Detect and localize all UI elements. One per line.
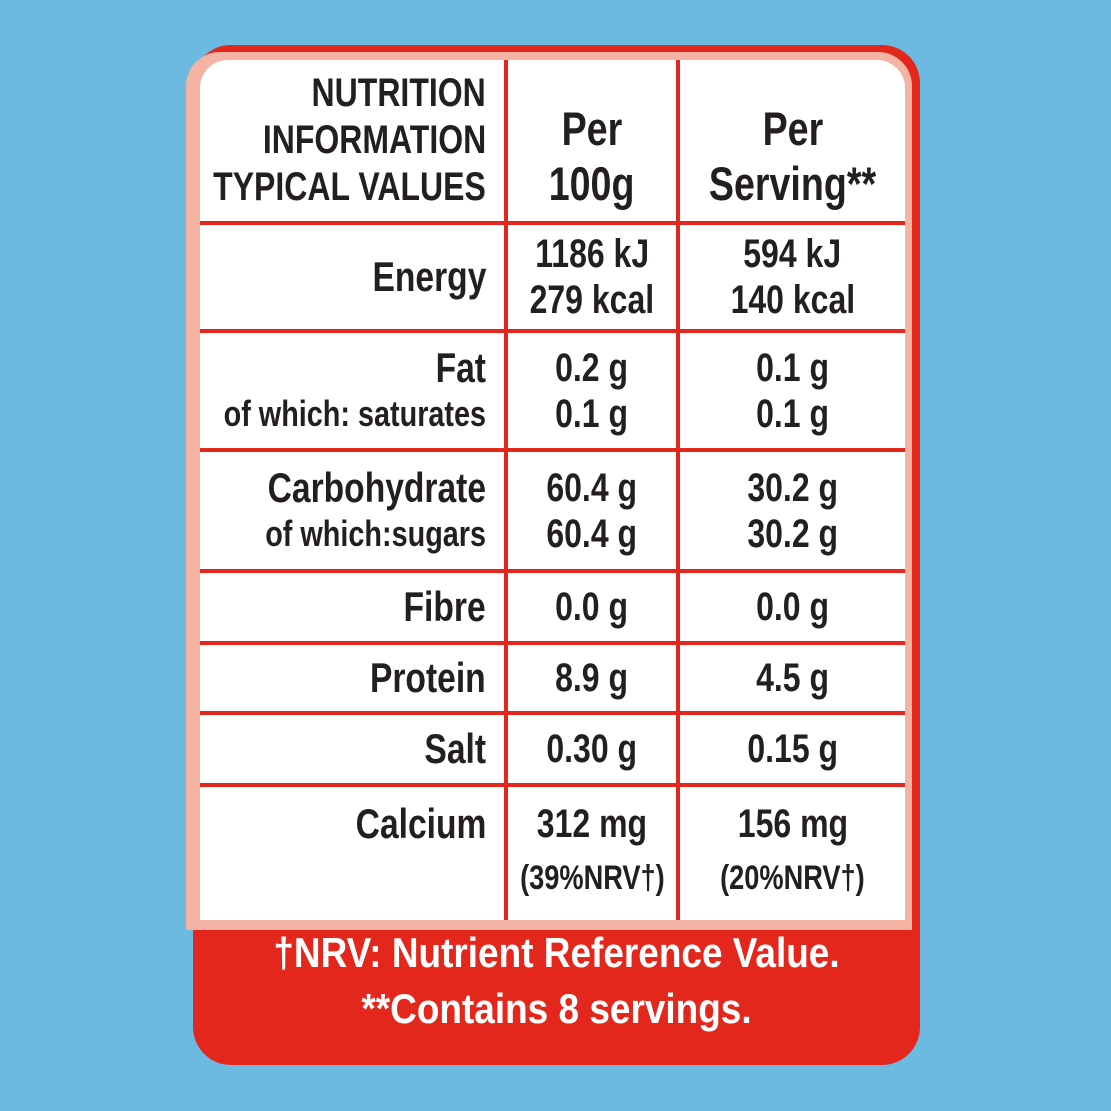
cell-text: Per	[561, 102, 623, 155]
cell-text: Salt	[424, 725, 486, 772]
cell-text: 0.15 g	[747, 727, 838, 771]
cell-text: 312 mg	[536, 802, 648, 846]
table-cell: 0.15 g	[680, 715, 905, 787]
cell-text: 0.1 g	[555, 391, 629, 436]
cell-text: INFORMATION	[262, 118, 486, 162]
table-cell: Salt	[200, 715, 508, 787]
nutrition-table: NUTRITION INFORMATION TYPICAL VALUES Per 100…	[200, 60, 905, 920]
table-cell: NUTRITION INFORMATION TYPICAL VALUES	[200, 60, 508, 225]
table-cell: 594 kJ 140 kcal	[680, 225, 905, 333]
table-cell: 156 mg (20%NRV†)	[680, 787, 905, 920]
table-cell: Per 100g	[508, 60, 680, 225]
cell-text: 0.1 g	[756, 345, 829, 390]
table-cell: Calcium	[200, 787, 508, 920]
cell-text: 0.2 g	[555, 345, 629, 390]
cell-text: 156 mg	[737, 802, 848, 846]
cell-text: 140 kcal	[730, 278, 855, 322]
table-cell: 0.30 g	[508, 715, 680, 787]
table-cell: 0.0 g	[680, 573, 905, 645]
table-cell: 4.5 g	[680, 645, 905, 715]
cell-text: 30.2 g	[747, 465, 838, 510]
cell-text: 0.1 g	[756, 391, 829, 436]
cell-text: 60.4 g	[546, 511, 638, 556]
table-cell: Protein	[200, 645, 508, 715]
cell-text: 100g	[549, 157, 635, 210]
cell-text: 60.4 g	[546, 465, 638, 510]
table-cell: 0.0 g	[508, 573, 680, 645]
table-cell: Fibre	[200, 573, 508, 645]
table-cell: 30.2 g 30.2 g	[680, 452, 905, 573]
cell-text: Carbohydrate	[267, 463, 486, 511]
table-cell: Energy	[200, 225, 508, 333]
cell-text: Fibre	[403, 583, 486, 630]
cell-text: TYPICAL VALUES	[213, 165, 486, 209]
table-cell: 312 mg (39%NRV†)	[508, 787, 680, 920]
cell-text: 1186 kJ	[535, 232, 649, 276]
cell-text: (20%NRV†)	[720, 859, 865, 897]
footnote: **Contains 8 servings.	[361, 985, 752, 1032]
cell-text: Protein	[370, 654, 486, 701]
cell-text: 279 kcal	[529, 278, 655, 322]
table-cell: Carbohydrate of which:sugars	[200, 452, 508, 573]
cell-text: 0.0 g	[756, 585, 829, 629]
cell-text: of which: saturates	[223, 392, 486, 434]
table-cell: 60.4 g 60.4 g	[508, 452, 680, 573]
cell-text: (39%NRV†)	[519, 859, 665, 897]
cell-text: 594 kJ	[743, 232, 842, 276]
cell-text: Per	[762, 102, 823, 155]
cell-text: Serving**	[708, 157, 877, 210]
cell-text: 0.30 g	[546, 727, 638, 771]
table-cell: 8.9 g	[508, 645, 680, 715]
table-cell: 0.1 g 0.1 g	[680, 333, 905, 452]
cell-text: 30.2 g	[747, 511, 838, 556]
table-cell: Fat of which: saturates	[200, 333, 508, 452]
cell-text: Fat	[435, 343, 486, 391]
cell-text: 8.9 g	[555, 656, 629, 700]
cell-text: of which:sugars	[265, 512, 486, 554]
table-cell: 1186 kJ 279 kcal	[508, 225, 680, 333]
cell-text: Calcium	[355, 800, 486, 847]
cell-text: 4.5 g	[756, 656, 829, 700]
table-cell: 0.2 g 0.1 g	[508, 333, 680, 452]
cell-text: 0.0 g	[555, 585, 629, 629]
footnote: †NRV: Nutrient Reference Value.	[273, 929, 840, 976]
cell-text: NUTRITION	[311, 71, 486, 115]
cell-text: Energy	[372, 253, 486, 300]
footnotes: †NRV: Nutrient Reference Value. **Contain…	[193, 925, 920, 1037]
table-cell: Per Serving**	[680, 60, 905, 225]
